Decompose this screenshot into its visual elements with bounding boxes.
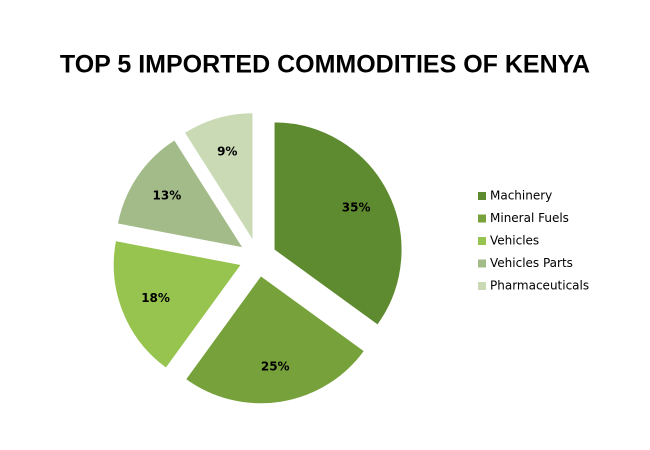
legend-swatch	[478, 237, 486, 245]
data-label: 18%	[141, 291, 170, 305]
pie-slice	[184, 275, 366, 405]
data-label: 9%	[217, 145, 237, 159]
data-label: 25%	[261, 359, 290, 373]
legend-swatch	[478, 282, 486, 290]
legend-swatch	[478, 214, 486, 223]
chart-title: TOP 5 IMPORTED COMMODITIES OF KENYA	[60, 51, 590, 79]
legend-label: Vehicles	[490, 234, 539, 248]
legend-swatch	[478, 192, 486, 200]
pie-slice	[183, 112, 254, 243]
pie-slice	[273, 121, 403, 326]
data-label: 13%	[153, 189, 182, 203]
legend-label: Machinery	[490, 189, 552, 203]
legend-label: Vehicles Parts	[490, 256, 573, 270]
legend-label: Pharmaceuticals	[490, 279, 589, 293]
pie-slice	[116, 139, 245, 249]
legend-swatch	[478, 259, 486, 268]
legend-label: Mineral Fuels	[490, 211, 569, 225]
pie-slice	[112, 240, 243, 369]
data-label: 35%	[342, 200, 371, 214]
